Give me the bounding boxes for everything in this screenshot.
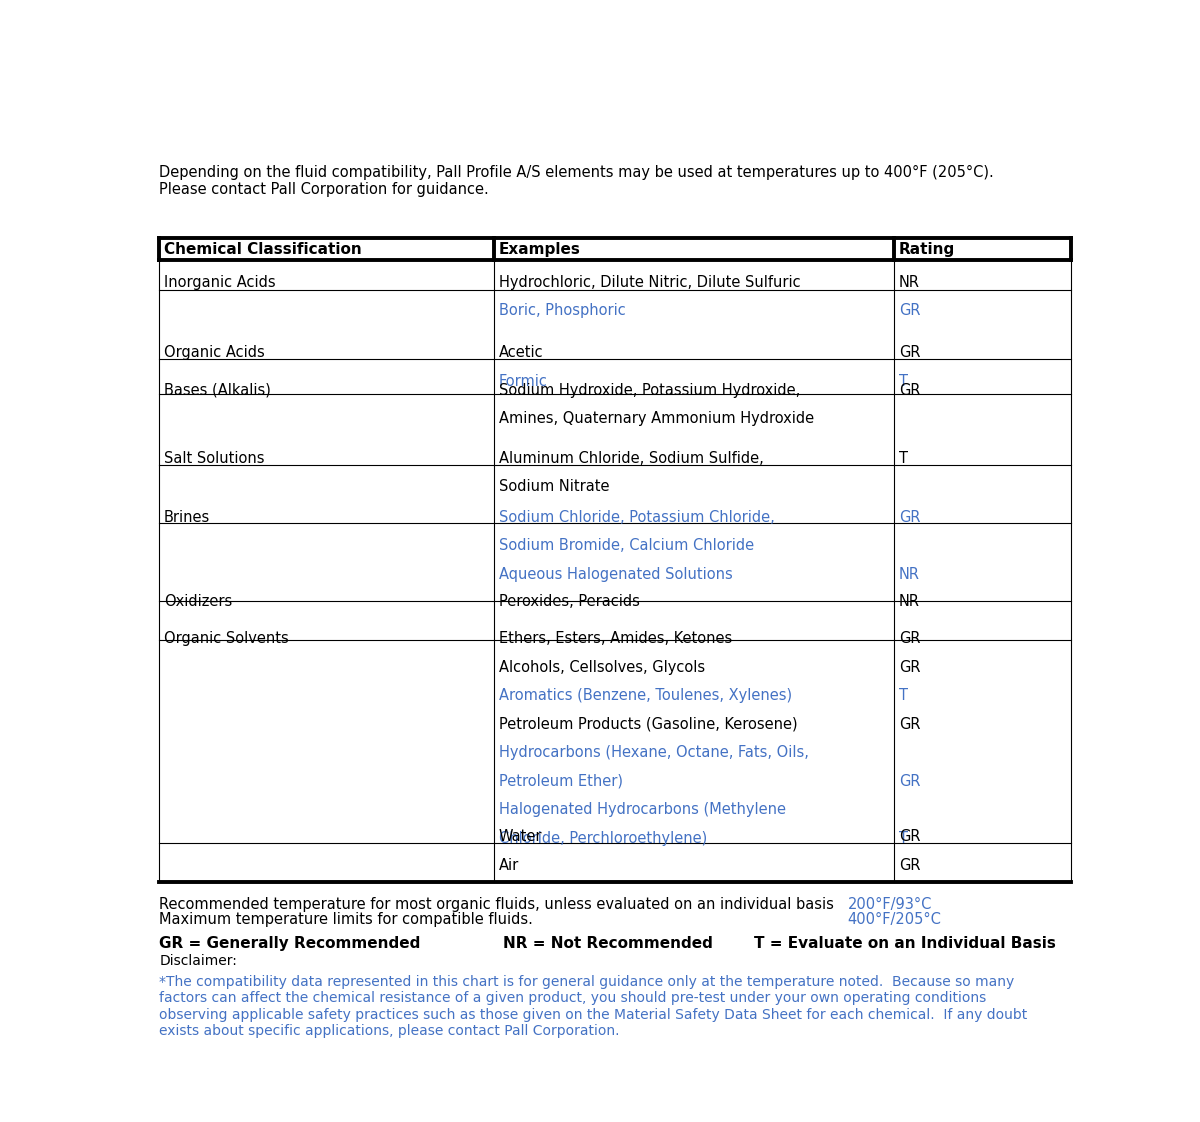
Text: Chloride, Perchloroethylene): Chloride, Perchloroethylene) [499, 831, 707, 846]
Text: Oxidizers: Oxidizers [164, 595, 233, 609]
Text: T: T [899, 831, 907, 846]
Text: Organic Solvents: Organic Solvents [164, 632, 289, 646]
Text: Halogenated Hydrocarbons (Methylene: Halogenated Hydrocarbons (Methylene [499, 802, 786, 818]
Text: GR: GR [899, 509, 920, 525]
Text: Aluminum Chloride, Sodium Sulfide,: Aluminum Chloride, Sodium Sulfide, [499, 451, 763, 466]
Text: *The compatibility data represented in this chart is for general guidance only a: *The compatibility data represented in t… [160, 975, 1027, 1038]
Text: Sodium Nitrate: Sodium Nitrate [499, 479, 610, 495]
Text: Petroleum Ether): Petroleum Ether) [499, 774, 623, 789]
Text: T: T [899, 451, 907, 466]
Text: Rating: Rating [899, 241, 955, 257]
Text: Water: Water [499, 829, 542, 844]
Text: Maximum temperature limits for compatible fluids.: Maximum temperature limits for compatibl… [160, 912, 533, 927]
Text: GR: GR [899, 632, 920, 646]
Text: Aromatics (Benzene, Toulenes, Xylenes): Aromatics (Benzene, Toulenes, Xylenes) [499, 689, 792, 703]
Text: GR: GR [899, 660, 920, 675]
Text: Organic Acids: Organic Acids [164, 346, 265, 360]
Text: Inorganic Acids: Inorganic Acids [164, 275, 276, 289]
Text: Examples: Examples [499, 241, 581, 257]
Text: Boric, Phosphoric: Boric, Phosphoric [499, 303, 625, 319]
Text: NR: NR [899, 595, 919, 609]
Text: NR: NR [899, 275, 919, 289]
Text: Depending on the fluid compatibility, Pall Profile A/S elements may be used at t: Depending on the fluid compatibility, Pa… [160, 165, 994, 197]
Text: GR: GR [899, 857, 920, 873]
Text: Hydrochloric, Dilute Nitric, Dilute Sulfuric: Hydrochloric, Dilute Nitric, Dilute Sulf… [499, 275, 800, 289]
Text: GR: GR [899, 774, 920, 789]
Text: Chemical Classification: Chemical Classification [164, 241, 361, 257]
Text: Acetic: Acetic [499, 346, 544, 360]
Text: NR: NR [899, 567, 919, 581]
Text: Petroleum Products (Gasoline, Kerosene): Petroleum Products (Gasoline, Kerosene) [499, 717, 797, 732]
Text: Ethers, Esters, Amides, Ketones: Ethers, Esters, Amides, Ketones [499, 632, 732, 646]
Text: Hydrocarbons (Hexane, Octane, Fats, Oils,: Hydrocarbons (Hexane, Octane, Fats, Oils… [499, 745, 809, 761]
Text: Sodium Chloride, Potassium Chloride,: Sodium Chloride, Potassium Chloride, [499, 509, 774, 525]
Text: Brines: Brines [164, 509, 210, 525]
Text: Alcohols, Cellsolves, Glycols: Alcohols, Cellsolves, Glycols [499, 660, 704, 675]
Text: Formic: Formic [499, 374, 547, 389]
Text: Bases (Alkalis): Bases (Alkalis) [164, 383, 271, 397]
Text: GR: GR [899, 829, 920, 844]
Text: Disclaimer:: Disclaimer: [160, 954, 238, 967]
Text: Recommended temperature for most organic fluids, unless evaluated on an individu: Recommended temperature for most organic… [160, 896, 834, 912]
Text: T = Evaluate on an Individual Basis: T = Evaluate on an Individual Basis [755, 936, 1056, 950]
Text: T: T [899, 689, 907, 703]
Text: Amines, Quaternary Ammonium Hydroxide: Amines, Quaternary Ammonium Hydroxide [499, 411, 814, 426]
Text: T: T [899, 374, 907, 389]
Text: 200°F/93°C: 200°F/93°C [847, 896, 932, 912]
Text: GR: GR [899, 717, 920, 732]
Text: Sodium Bromide, Calcium Chloride: Sodium Bromide, Calcium Chloride [499, 539, 754, 553]
Text: GR: GR [899, 303, 920, 319]
Text: NR = Not Recommended: NR = Not Recommended [504, 936, 713, 950]
Text: Air: Air [499, 857, 520, 873]
Text: Sodium Hydroxide, Potassium Hydroxide,: Sodium Hydroxide, Potassium Hydroxide, [499, 383, 800, 397]
Text: 400°F/205°C: 400°F/205°C [847, 912, 941, 927]
Text: GR: GR [899, 383, 920, 397]
Text: GR = Generally Recommended: GR = Generally Recommended [160, 936, 421, 950]
Text: Peroxides, Peracids: Peroxides, Peracids [499, 595, 640, 609]
Text: Salt Solutions: Salt Solutions [164, 451, 264, 466]
Text: GR: GR [899, 346, 920, 360]
Text: Aqueous Halogenated Solutions: Aqueous Halogenated Solutions [499, 567, 732, 581]
